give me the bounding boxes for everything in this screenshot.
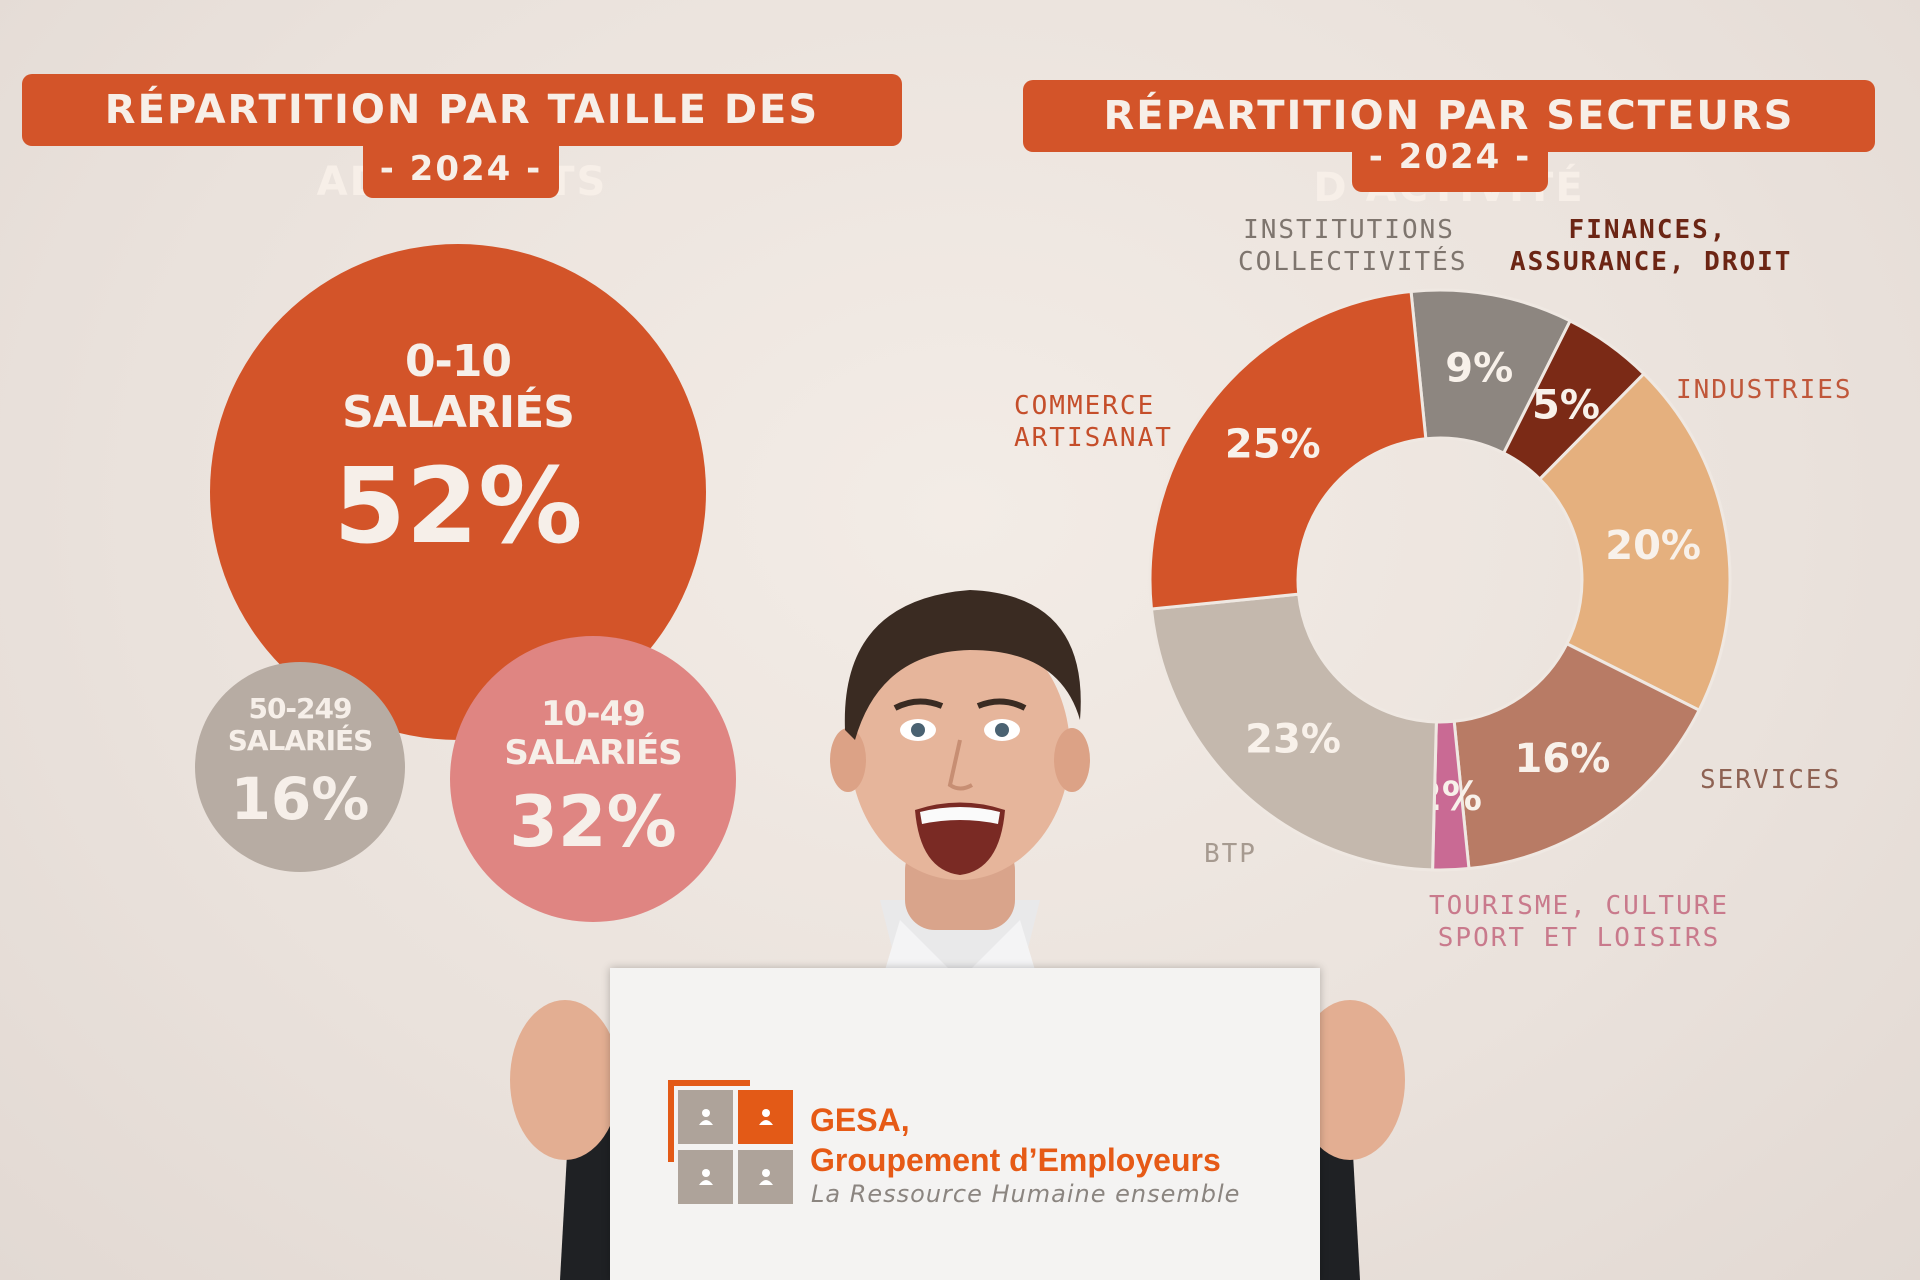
label-tourisme-line2: SPORT ET LOISIRS (1437, 923, 1721, 953)
bubble-0-10-unit: SALARIÉS (342, 387, 575, 438)
bubble-50-249-value: 16% (230, 765, 370, 834)
label-finances-line2: ASSURANCE, DROIT (1510, 247, 1793, 277)
brand-name: GESA, Groupement d’Employeurs (810, 1100, 1221, 1180)
donut-value-label-6: 25% (1225, 421, 1321, 467)
donut-value-label-3: 16% (1515, 736, 1611, 782)
donut-value-label-5: 23% (1245, 716, 1341, 762)
gesa-logo-icon (668, 1080, 794, 1204)
bubble-10-49-unit: SALARIÉS (504, 733, 682, 773)
label-btp: BTP (1204, 839, 1257, 869)
sector-chart-year: - 2024 - (1352, 134, 1548, 192)
label-finances-line1: FINANCES, (1568, 215, 1728, 245)
donut-value-label-2: 20% (1605, 523, 1701, 569)
donut-slice-3 (1452, 641, 1702, 871)
label-services: SERVICES (1700, 765, 1842, 795)
bubble-50-249: 50-249 SALARIÉS 16% (195, 662, 405, 872)
bubble-50-249-range: 50-249 (248, 691, 352, 725)
brand-name-line1: GESA, (810, 1102, 910, 1138)
donut-slice-6 (1148, 289, 1428, 611)
bubble-0-10-range: 0-10 (404, 336, 512, 388)
donut-value-label-0: 9% (1445, 346, 1513, 392)
donut-value-label-1: 5% (1532, 383, 1600, 429)
brand-tagline: La Ressource Humaine ensemble (811, 1180, 1241, 1208)
donut-slice-2 (1537, 371, 1732, 713)
label-commerce-line1: COMMERCE (1014, 391, 1156, 421)
label-tourisme-line1: TOURISME, CULTURE (1428, 891, 1730, 921)
label-finances: FINANCES, ASSURANCE, DROIT (1510, 214, 1793, 278)
bubble-10-49: 10-49 SALARIÉS 32% (450, 636, 736, 922)
label-institutions-line1: INSTITUTIONS (1243, 215, 1455, 245)
size-chart-title: RÉPARTITION PAR TAILLE DES ADHÉRENTS (22, 74, 902, 205)
bubble-0-10-value: 52% (333, 444, 583, 567)
label-commerce-line2: ARTISANAT (1014, 423, 1173, 453)
label-commerce: COMMERCE ARTISANAT (1014, 390, 1173, 454)
bubble-10-49-range: 10-49 (541, 693, 646, 734)
label-tourisme: TOURISME, CULTURE SPORT ET LOISIRS (1420, 890, 1738, 954)
label-institutions-line2: COLLECTIVITÉS (1238, 247, 1468, 277)
brand-name-line2: Groupement d’Employeurs (810, 1142, 1221, 1178)
sector-donut-chart: 9%5%20%16%2%23%25% (1148, 288, 1732, 872)
bubble-10-49-value: 32% (509, 781, 677, 864)
label-institutions: INSTITUTIONS COLLECTIVITÉS (1238, 214, 1468, 278)
donut-slice-5 (1149, 592, 1438, 872)
label-industries: INDUSTRIES (1676, 375, 1853, 405)
size-chart-year: - 2024 - (363, 146, 559, 198)
gesa-sign: GESA, Groupement d’Employeurs La Ressour… (610, 968, 1320, 1280)
bubble-50-249-unit: SALARIÉS (227, 724, 374, 757)
